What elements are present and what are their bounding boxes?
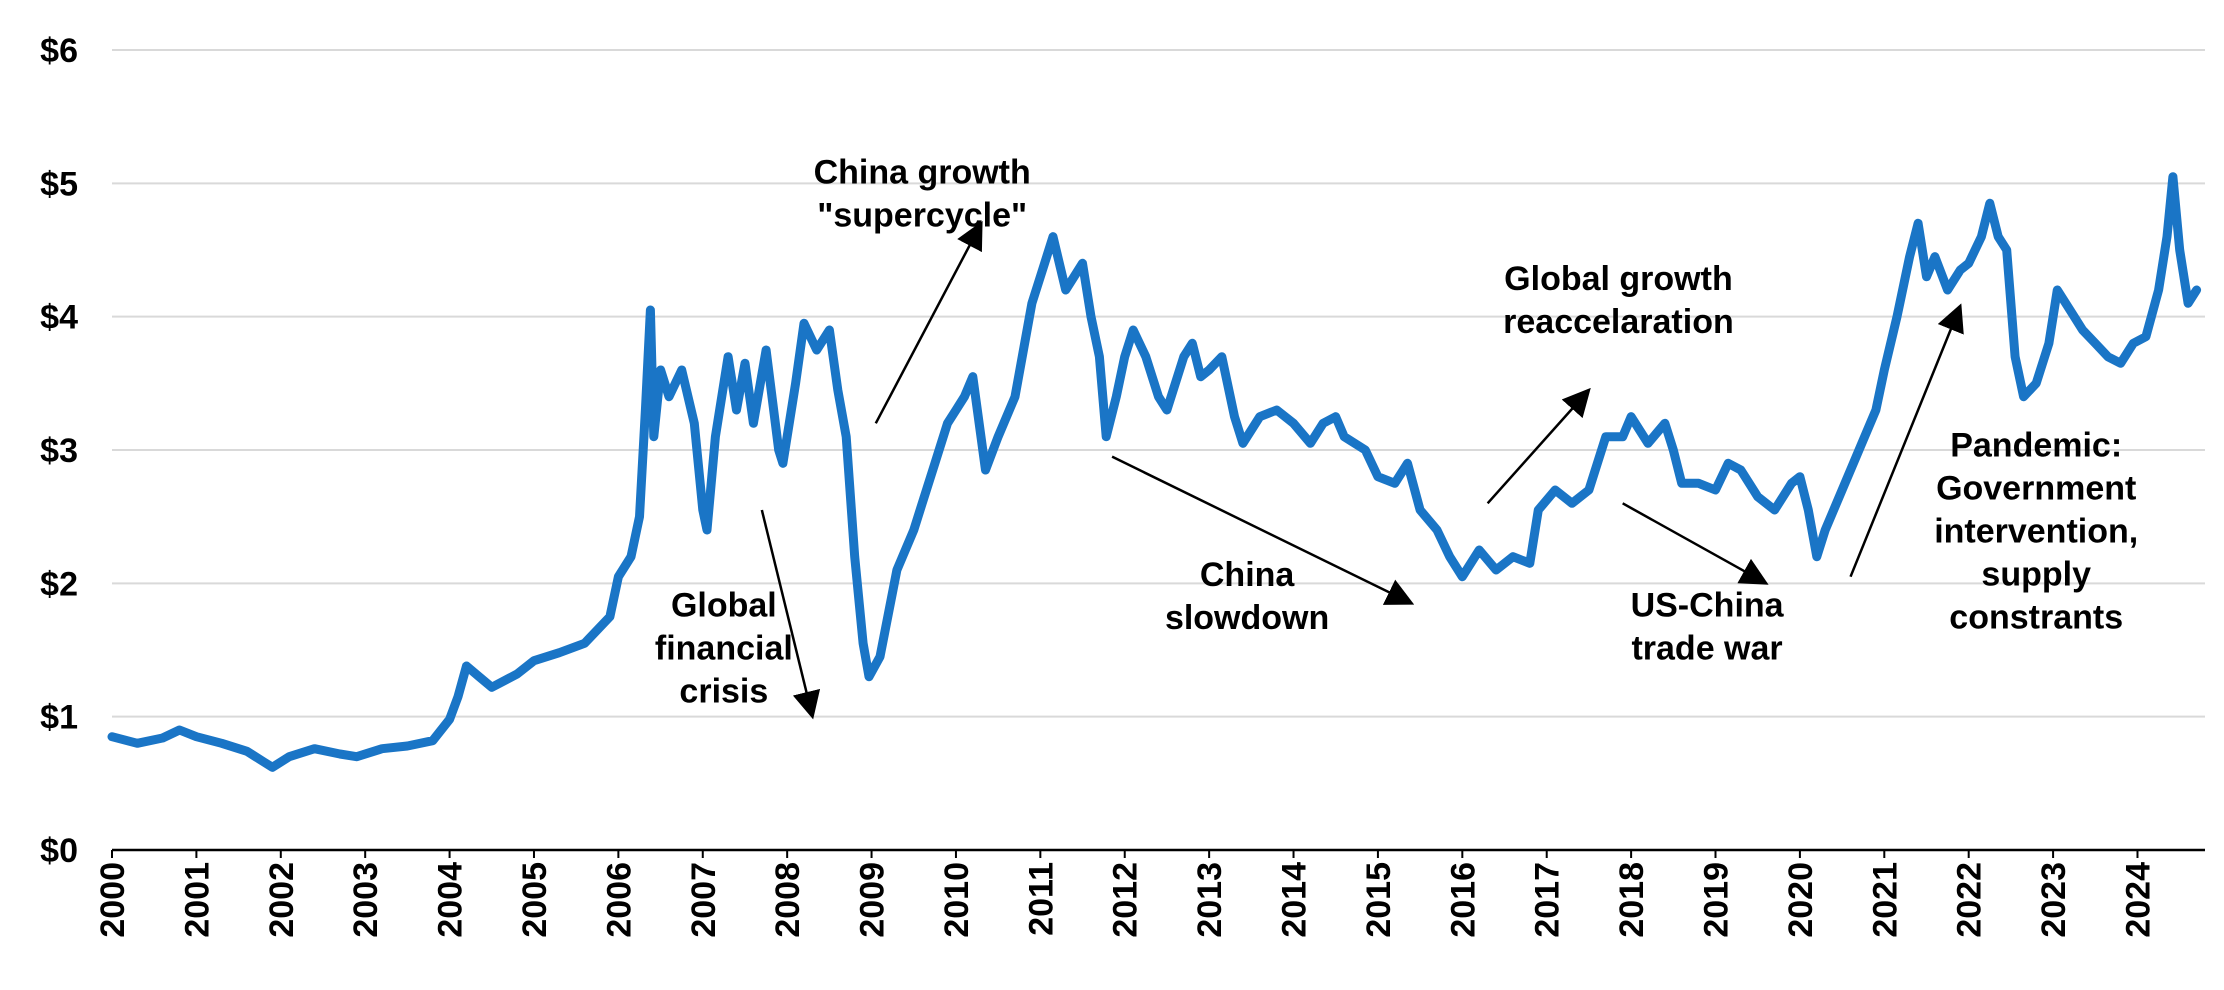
annotation-line: slowdown bbox=[1165, 599, 1329, 637]
y-tick-label: $2 bbox=[40, 565, 78, 603]
x-tick-label: 2015 bbox=[1360, 862, 1398, 938]
annotation-label: Global growth reaccelaration bbox=[1503, 260, 1734, 341]
annotation-line: reaccelaration bbox=[1503, 303, 1734, 341]
x-tick-label: 2005 bbox=[516, 862, 554, 938]
x-tick-label: 2004 bbox=[432, 862, 470, 938]
annotations: Global financial crisis China growth "superc… bbox=[655, 153, 2138, 710]
annotation-line: crisis bbox=[679, 673, 768, 711]
x-tick-label: 2009 bbox=[854, 862, 892, 938]
x-tick-label: 2006 bbox=[600, 862, 638, 938]
series-layer bbox=[107, 172, 2202, 772]
annotation-label: Global financial crisis bbox=[655, 587, 793, 711]
annotation-arrow bbox=[1849, 303, 1964, 578]
annotation-arrow bbox=[1486, 387, 1591, 505]
annotation-label: China slowdown bbox=[1165, 556, 1329, 637]
gridlines bbox=[112, 49, 2205, 718]
x-tick-label: 2016 bbox=[1444, 862, 1482, 938]
x-tick-label: 2018 bbox=[1613, 862, 1651, 938]
y-tick-label: $0 bbox=[40, 832, 78, 870]
x-tick-label: 2024 bbox=[2119, 862, 2157, 938]
y-tick-label: $6 bbox=[40, 32, 78, 70]
y-tick-label: $3 bbox=[40, 432, 78, 470]
x-axis-tick-labels: 2000 2001 2002 2003 2004 2005 2006 2007 2008 2009… bbox=[94, 850, 2157, 938]
x-tick-label: 2022 bbox=[1951, 862, 1989, 938]
annotation-label: Pandemic: Government intervention, supply co… bbox=[1934, 427, 2138, 637]
annotation-arrow bbox=[1622, 502, 1769, 585]
annotation-line: China bbox=[1200, 556, 1296, 594]
x-tick-label: 2007 bbox=[685, 862, 723, 938]
annotation-line: intervention, bbox=[1934, 513, 2138, 551]
x-tick-label: 2012 bbox=[1107, 862, 1145, 938]
x-tick-label: 2011 bbox=[1022, 862, 1060, 936]
x-tick-label: 2002 bbox=[263, 862, 301, 938]
x-tick-label: 2010 bbox=[938, 862, 976, 938]
annotation-arrows bbox=[760, 220, 1964, 720]
y-tick-label: $4 bbox=[40, 299, 78, 337]
x-tick-label: 2013 bbox=[1191, 862, 1229, 938]
price-series-line bbox=[107, 172, 2202, 772]
annotation-line: Global bbox=[671, 587, 777, 625]
x-tick-label: 2019 bbox=[1698, 862, 1736, 938]
x-tick-label: 2003 bbox=[347, 862, 385, 938]
x-tick-label: 2001 bbox=[178, 862, 216, 938]
annotation-label: China growth "supercycle" bbox=[814, 153, 1031, 234]
annotation-line: financial bbox=[655, 630, 793, 668]
y-tick-label: $1 bbox=[40, 699, 78, 737]
x-tick-label: 2021 bbox=[1866, 862, 1904, 938]
annotation-line: constrants bbox=[1949, 599, 2123, 637]
annotation-arrow bbox=[1111, 455, 1415, 605]
x-tick-label: 2014 bbox=[1276, 862, 1314, 938]
annotation-line: "supercycle" bbox=[817, 196, 1027, 234]
x-tick-label: 2008 bbox=[769, 862, 807, 938]
annotation-arrow bbox=[874, 220, 983, 424]
y-tick-label: $5 bbox=[40, 165, 78, 203]
annotation-line: US-China bbox=[1631, 587, 1785, 625]
annotation-label: US-China trade war bbox=[1631, 587, 1785, 668]
x-tick-label: 2000 bbox=[94, 862, 132, 938]
annotation-line: Government bbox=[1936, 470, 2136, 508]
x-tick-label: 2023 bbox=[2035, 862, 2073, 938]
annotation-line: trade war bbox=[1631, 630, 1782, 668]
annotation-line: Pandemic: bbox=[1950, 427, 2122, 465]
annotation-line: supply bbox=[1981, 556, 2091, 594]
annotation-arrow bbox=[760, 509, 821, 720]
annotation-line: China growth bbox=[814, 153, 1031, 191]
x-tick-label: 2017 bbox=[1529, 862, 1567, 938]
annotation-line: Global growth bbox=[1504, 260, 1733, 298]
y-axis-tick-labels: $0 $1 $2 $3 $4 $5 $6 bbox=[40, 32, 78, 870]
x-tick-label: 2020 bbox=[1782, 862, 1820, 938]
